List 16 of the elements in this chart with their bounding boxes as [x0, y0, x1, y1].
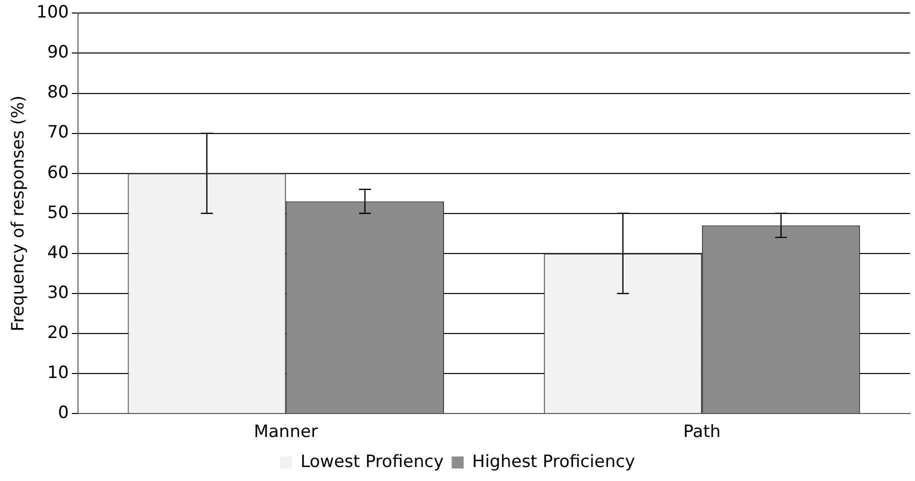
y-tick-label: 40	[47, 242, 69, 263]
y-tick-label: 30	[47, 282, 69, 303]
y-tick-label: 20	[47, 322, 69, 343]
y-tick-label: 10	[47, 362, 69, 383]
x-tick-label: Manner	[254, 422, 318, 442]
legend-label: Lowest Profiency	[300, 452, 444, 472]
y-tick-label: 50	[47, 202, 69, 223]
y-tick-label: 70	[47, 122, 69, 143]
y-tick-label: 80	[47, 82, 69, 103]
y-tick-label: 90	[47, 42, 69, 63]
x-tick-label: Path	[683, 422, 721, 442]
legend-label: Highest Proficiency	[472, 452, 636, 472]
y-tick-label: 100	[36, 2, 69, 23]
y-tick-label: 60	[47, 162, 69, 183]
y-axis-title: Frequency of responses (%)	[8, 95, 29, 332]
y-tick-label: 0	[58, 403, 69, 424]
